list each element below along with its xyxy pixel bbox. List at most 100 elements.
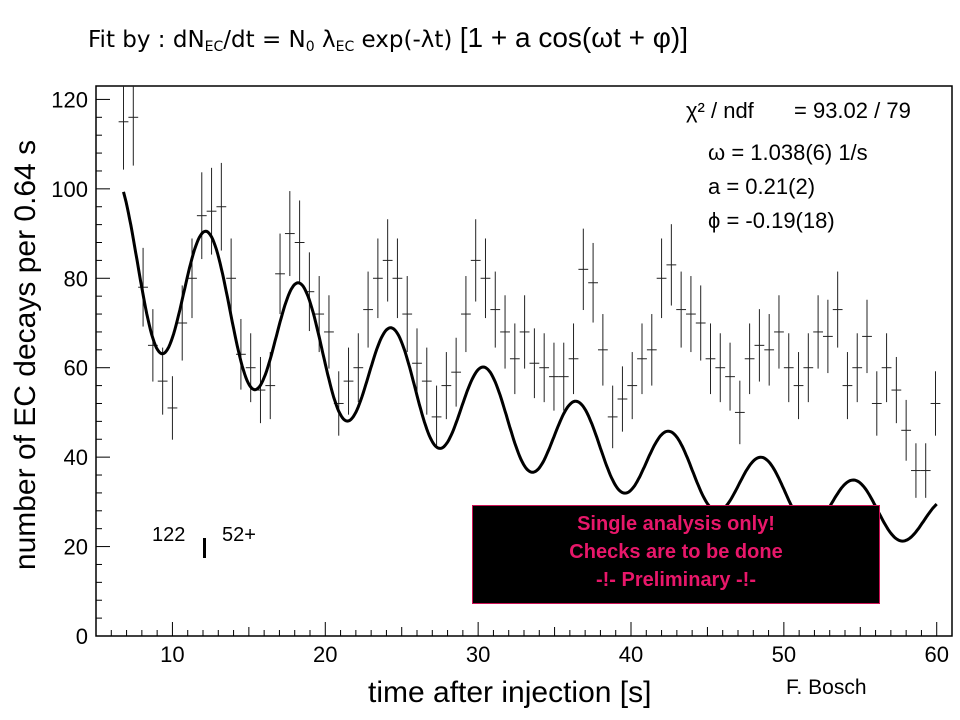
data-point [793,352,804,420]
data-point [715,333,726,403]
data-point [813,295,823,369]
omega-icon: ω [708,140,726,165]
chi2-value: = 93.02 / 79 [794,98,911,123]
data-point [372,238,383,319]
data-point [294,200,305,285]
a-line: a = 0.21(2) [708,174,816,199]
data-point [196,172,207,260]
data-point [382,219,393,302]
warning-line-2: Checks are to be done [569,541,783,563]
data-point [930,371,941,436]
data-point [558,342,569,411]
y-tick-label: 0 [76,624,88,649]
data-point [539,333,550,403]
data-point [734,380,745,445]
data-point [646,314,657,386]
data-point [891,356,902,424]
data-point [597,314,608,386]
isotope-symbol-bar [203,538,206,558]
data-point [402,276,413,353]
data-point [725,342,735,411]
data-point [509,323,520,395]
data-point [353,333,364,403]
y-tick-label: 60 [64,356,88,381]
y-tick-label: 100 [51,177,88,202]
x-tick-label: 50 [772,642,796,667]
data-point [519,295,530,369]
x-tick-label: 40 [619,642,643,667]
data-point [842,352,853,420]
data-point [637,323,647,395]
data-point [480,238,491,319]
data-point [490,271,501,348]
data-point [529,328,540,399]
data-point [187,238,197,319]
data-point [686,276,696,353]
data-point [803,333,814,403]
data-point [666,224,677,306]
data-point [764,314,775,386]
data-point [744,323,755,395]
title-sub-zero: 0 [305,39,315,55]
title-mid1: /dt = N [223,27,306,53]
omega-value: = 1.038(6) 1/s [731,140,868,165]
data-point [822,299,833,374]
data-point [568,323,579,395]
data-point [871,371,882,436]
data-point [451,337,462,407]
data-point [656,238,667,319]
omega-line: ω = 1.038(6) 1/s [708,140,868,166]
x-axis-label: time after injection [s] [368,676,652,709]
data-point [676,271,687,348]
data-point [862,299,872,374]
title-mid3: exp(-λt) [354,27,460,53]
data-point [549,342,559,411]
data-point [363,271,373,348]
data-point [167,376,178,440]
data-point [431,385,442,449]
y-tick-label: 40 [64,445,88,470]
preliminary-warning-box: Single analysis only! Checks are to be d… [472,505,880,604]
data-point [774,295,784,369]
data-point [412,328,422,399]
data-point [118,86,129,170]
data-point [245,333,256,403]
title-sub-ec: EC [204,39,224,55]
warning-line-1: Single analysis only! [577,513,775,535]
data-point [216,162,227,251]
data-point [911,443,921,498]
data-point [607,385,618,449]
data-point [343,347,354,415]
data-point [588,242,598,323]
chi2-label: χ² / ndf [686,98,754,123]
data-point [852,333,863,403]
title-prefix: Fit by : dN [88,27,205,53]
title-mid2: λ [314,27,336,53]
isotope-charge: 52+ [222,524,256,546]
data-point [157,347,168,415]
data-point [705,323,716,395]
isotope-mass: 122 [152,524,186,546]
x-tick-label: 20 [313,642,337,667]
data-point [754,309,765,382]
data-point [627,352,638,420]
data-point [617,366,628,432]
data-point [881,333,892,403]
data-point [783,333,794,403]
phi-value: = -0.19(18) [726,208,835,233]
data-point [236,318,246,390]
data-point [392,238,403,319]
title-bracket: [1 + a cos(ωt + φ)] [459,22,689,53]
warning-line-3: -!- Preliminary -!- [595,569,757,591]
data-point [226,238,237,319]
x-tick-label: 60 [924,642,948,667]
y-tick-label: 20 [64,535,88,560]
x-tick-label: 30 [466,642,490,667]
data-point [920,443,931,498]
data-point [500,295,510,369]
data-point [461,276,471,353]
title-sub-ec2: EC [335,39,355,55]
y-tick-label: 120 [51,87,88,112]
data-point [578,228,589,311]
